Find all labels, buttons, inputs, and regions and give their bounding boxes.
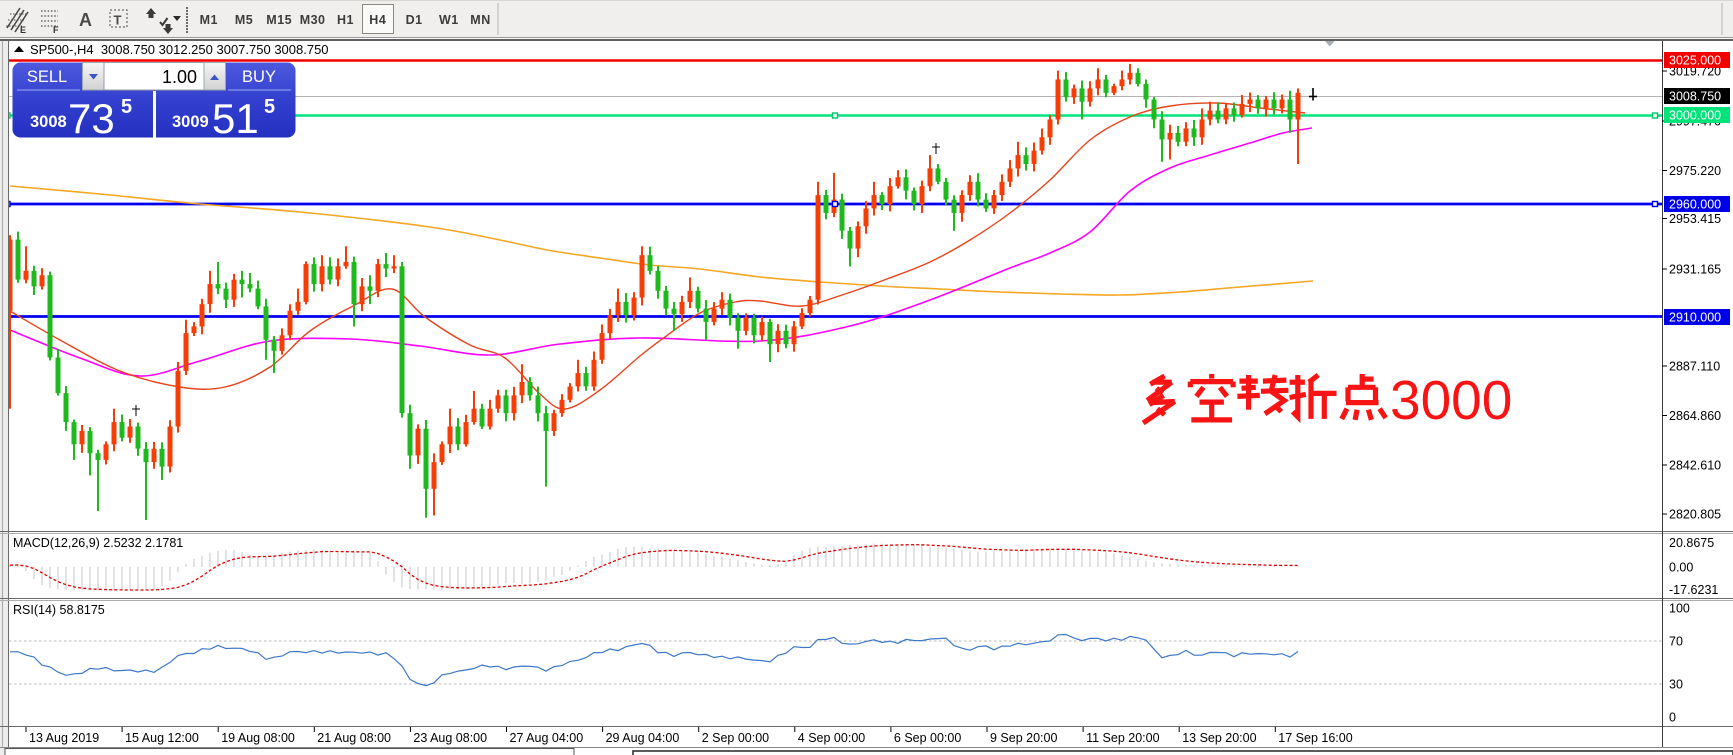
svg-text:H4: H4: [369, 13, 386, 27]
svg-text:9 Sep 20:00: 9 Sep 20:00: [990, 731, 1057, 745]
svg-text:2910.000: 2910.000: [1669, 311, 1721, 325]
svg-text:W1: W1: [439, 13, 459, 27]
svg-text:2 Sep 00:00: 2 Sep 00:00: [702, 731, 769, 745]
svg-text:20.8675: 20.8675: [1669, 536, 1714, 550]
svg-text:H1: H1: [337, 13, 354, 27]
svg-text:-17.6231: -17.6231: [1669, 583, 1718, 597]
svg-text:M15: M15: [266, 13, 292, 27]
svg-text:13 Sep 20:00: 13 Sep 20:00: [1182, 731, 1256, 745]
svg-text:2842.610: 2842.610: [1669, 459, 1721, 473]
svg-text:M1: M1: [200, 13, 218, 27]
svg-text:M30: M30: [300, 13, 326, 27]
svg-text:2864.860: 2864.860: [1669, 409, 1721, 423]
svg-text:3008.750: 3008.750: [1669, 90, 1721, 104]
svg-text:0: 0: [1669, 711, 1676, 725]
svg-text:70: 70: [1669, 635, 1683, 649]
svg-text:3008: 3008: [30, 113, 67, 131]
svg-text:MN: MN: [470, 13, 490, 27]
svg-text:73: 73: [68, 95, 115, 142]
svg-text:A: A: [79, 10, 92, 30]
svg-text:11 Sep 20:00: 11 Sep 20:00: [1086, 731, 1159, 745]
svg-text:51: 51: [212, 95, 259, 142]
svg-text:F: F: [53, 25, 59, 35]
svg-text:SP500-,H4 3008.750 3012.250 3: SP500-,H4 3008.750 3012.250 3007.750 300…: [30, 42, 329, 57]
svg-text:MACD(12,26,9) 2.5232 2.1781: MACD(12,26,9) 2.5232 2.1781: [13, 536, 183, 550]
svg-text:5: 5: [121, 96, 132, 118]
svg-text:2887.110: 2887.110: [1669, 360, 1720, 374]
svg-text:3025.000: 3025.000: [1669, 54, 1721, 68]
svg-text:BUY: BUY: [242, 68, 276, 86]
svg-text:D1: D1: [406, 13, 423, 27]
svg-text:2960.000: 2960.000: [1669, 198, 1721, 212]
svg-text:1.00: 1.00: [162, 67, 197, 87]
svg-text:2931.165: 2931.165: [1669, 263, 1721, 277]
svg-text:E: E: [20, 25, 26, 35]
svg-text:6 Sep 00:00: 6 Sep 00:00: [894, 731, 961, 745]
svg-text:5: 5: [264, 96, 275, 118]
svg-text:M5: M5: [235, 13, 253, 27]
svg-text:13 Aug 2019: 13 Aug 2019: [29, 731, 99, 745]
svg-text:27 Aug 04:00: 27 Aug 04:00: [510, 731, 584, 745]
svg-text:17 Sep 16:00: 17 Sep 16:00: [1278, 731, 1352, 745]
svg-text:21 Aug 08:00: 21 Aug 08:00: [317, 731, 391, 745]
svg-text:4 Sep 00:00: 4 Sep 00:00: [798, 731, 865, 745]
svg-text:SELL: SELL: [27, 68, 67, 86]
svg-text:15 Aug 12:00: 15 Aug 12:00: [125, 731, 199, 745]
svg-text:2820.805: 2820.805: [1669, 508, 1721, 522]
svg-text:T: T: [114, 13, 122, 28]
svg-text:30: 30: [1669, 678, 1683, 692]
svg-text:RSI(14) 58.8175: RSI(14) 58.8175: [13, 603, 105, 617]
svg-text:29 Aug 04:00: 29 Aug 04:00: [606, 731, 680, 745]
svg-text:3000.000: 3000.000: [1669, 109, 1721, 123]
svg-text:23 Aug 08:00: 23 Aug 08:00: [413, 731, 487, 745]
svg-text:19 Aug 08:00: 19 Aug 08:00: [221, 731, 295, 745]
svg-text:2953.415: 2953.415: [1669, 212, 1721, 226]
svg-text:3000: 3000: [1390, 369, 1512, 431]
svg-text:3009: 3009: [172, 113, 209, 131]
svg-text:2975.220: 2975.220: [1669, 164, 1721, 178]
svg-text:100: 100: [1669, 602, 1690, 616]
svg-text:0.00: 0.00: [1669, 561, 1693, 575]
